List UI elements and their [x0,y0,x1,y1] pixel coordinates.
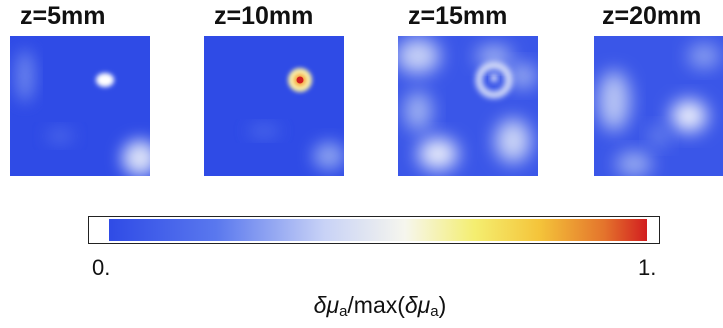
colorbar-title: δμa/max(δμa) [0,290,723,327]
heatmap-panel-z10 [204,36,344,176]
max-open: /max( [347,292,405,318]
heatmap-panel-z20 [594,36,723,176]
panel-title-z20: z=20mm [602,2,702,30]
panel-title-z10: z=10mm [214,2,314,30]
colorbar [88,216,660,244]
panel-title-z15: z=15mm [408,2,508,30]
colorbar-min-label: 0. [92,255,111,280]
colorbar-gradient [109,219,647,241]
delta-mu-symbol: δμ [313,292,340,318]
panel-title-z5: z=5mm [20,2,106,30]
colorbar-max-label: 1. [638,255,657,280]
subscript-a: a [339,303,348,320]
heatmap-panel-z15 [398,36,538,176]
max-close: ) [438,292,447,318]
heatmap-panel-z5 [10,36,150,176]
delta-mu-symbol-2: δμ [404,292,431,318]
subscript-a-2: a [430,303,439,320]
